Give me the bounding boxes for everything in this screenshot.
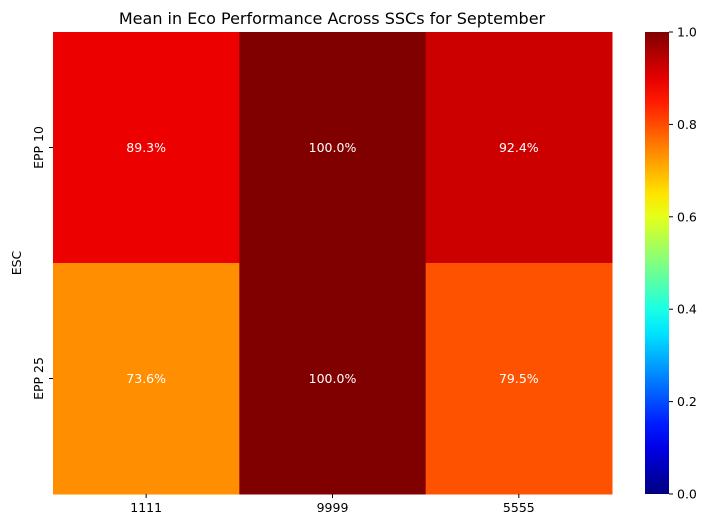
heatmap-cell — [239, 32, 427, 264]
colorbar-tick-label: 0.8 — [677, 117, 697, 132]
cell-value-label: 100.0% — [309, 371, 357, 386]
y-axis-ticks: EPP 10 EPP 25 — [31, 126, 53, 400]
heatmap-cell — [239, 263, 427, 495]
cell-value-label: 89.3% — [126, 140, 166, 155]
heatmap-cell-labels: 89.3% 100.0% 92.4% 73.6% 100.0% 79.5% — [126, 140, 538, 386]
y-tick-label: EPP 25 — [31, 357, 46, 400]
heatmap-cells — [53, 32, 613, 495]
x-tick-label: 5555 — [503, 500, 535, 515]
x-tick-label: 9999 — [317, 500, 349, 515]
y-tick-label: EPP 10 — [31, 126, 46, 169]
cell-value-label: 92.4% — [499, 140, 539, 155]
heatmap-cell — [53, 263, 240, 495]
heatmap-cell — [425, 32, 613, 264]
cell-value-label: 79.5% — [499, 371, 539, 386]
colorbar-tick-label: 0.0 — [677, 487, 697, 502]
colorbar-tick-label: 1.0 — [677, 25, 697, 40]
x-tick-label: 1111 — [130, 500, 162, 515]
y-axis-label: ESC — [9, 250, 24, 275]
x-axis-ticks: 1111 9999 5555 — [130, 494, 535, 515]
cell-value-label: 100.0% — [309, 140, 357, 155]
colorbar-ticks: 0.0 0.2 0.4 0.6 0.8 1.0 — [669, 25, 697, 502]
chart-title: Mean in Eco Performance Across SSCs for … — [119, 9, 546, 28]
heatmap-cell — [53, 32, 240, 264]
colorbar-tick-label: 0.2 — [677, 394, 697, 409]
cell-value-label: 73.6% — [126, 371, 166, 386]
colorbar — [645, 32, 669, 494]
colorbar-tick-label: 0.6 — [677, 209, 697, 224]
colorbar-tick-label: 0.4 — [677, 302, 697, 317]
heatmap-cell — [425, 263, 613, 495]
